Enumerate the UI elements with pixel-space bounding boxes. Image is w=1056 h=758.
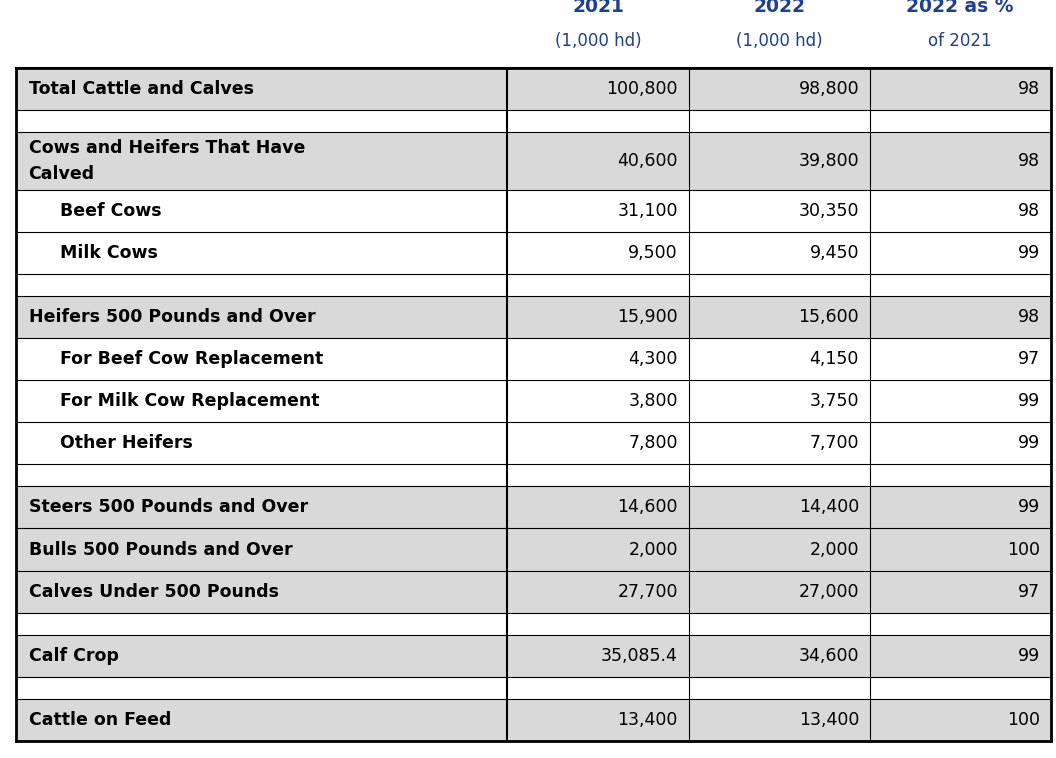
Text: 27,700: 27,700 <box>618 583 678 600</box>
Text: Steers 500 Pounds and Over: Steers 500 Pounds and Over <box>29 499 307 516</box>
Text: 34,600: 34,600 <box>798 647 860 665</box>
Text: 99: 99 <box>1018 244 1040 262</box>
Bar <box>16 634 1051 677</box>
Text: 2021: 2021 <box>572 0 624 16</box>
Text: 35,085.4: 35,085.4 <box>601 647 678 665</box>
Text: 7,700: 7,700 <box>810 434 860 453</box>
Text: 98,800: 98,800 <box>798 80 860 98</box>
Text: 100: 100 <box>1007 711 1040 729</box>
Text: Milk Cows: Milk Cows <box>60 244 158 262</box>
Text: 98: 98 <box>1018 308 1040 326</box>
Text: 9,500: 9,500 <box>628 244 678 262</box>
Bar <box>16 274 1051 296</box>
Text: Cows and Heifers That Have: Cows and Heifers That Have <box>29 139 305 157</box>
Text: 13,400: 13,400 <box>618 711 678 729</box>
Text: 9,450: 9,450 <box>810 244 860 262</box>
Text: Total Cattle and Calves: Total Cattle and Calves <box>29 80 253 98</box>
Text: 39,800: 39,800 <box>798 152 860 170</box>
Bar <box>16 296 1051 338</box>
Text: 99: 99 <box>1018 647 1040 665</box>
Bar <box>16 232 1051 274</box>
Text: 4,150: 4,150 <box>810 350 860 368</box>
Text: Calf Crop: Calf Crop <box>29 647 118 665</box>
Bar <box>16 612 1051 634</box>
Text: 4,300: 4,300 <box>628 350 678 368</box>
Text: Bulls 500 Pounds and Over: Bulls 500 Pounds and Over <box>29 540 293 559</box>
Bar <box>16 190 1051 232</box>
Text: 27,000: 27,000 <box>798 583 860 600</box>
Text: Beef Cows: Beef Cows <box>60 202 162 220</box>
Bar <box>16 677 1051 699</box>
Text: Calved: Calved <box>29 165 95 183</box>
Text: For Beef Cow Replacement: For Beef Cow Replacement <box>60 350 323 368</box>
Text: 3,800: 3,800 <box>628 392 678 410</box>
Bar <box>16 487 1051 528</box>
Text: 14,600: 14,600 <box>618 499 678 516</box>
Text: of 2021: of 2021 <box>928 32 992 50</box>
Bar <box>16 699 1051 741</box>
Text: 100: 100 <box>1007 540 1040 559</box>
Text: Heifers 500 Pounds and Over: Heifers 500 Pounds and Over <box>29 308 315 326</box>
Text: 15,600: 15,600 <box>798 308 860 326</box>
Text: 15,900: 15,900 <box>618 308 678 326</box>
Bar <box>16 422 1051 465</box>
Bar <box>16 465 1051 487</box>
Bar <box>16 110 1051 132</box>
Text: Cattle on Feed: Cattle on Feed <box>29 711 171 729</box>
Text: 2022: 2022 <box>753 0 805 16</box>
Bar <box>16 132 1051 190</box>
Text: (1,000 hd): (1,000 hd) <box>736 32 823 50</box>
Text: For Milk Cow Replacement: For Milk Cow Replacement <box>60 392 320 410</box>
Bar <box>16 571 1051 612</box>
Text: 99: 99 <box>1018 434 1040 453</box>
Text: 99: 99 <box>1018 499 1040 516</box>
Text: 40,600: 40,600 <box>618 152 678 170</box>
Text: 98: 98 <box>1018 152 1040 170</box>
Text: (1,000 hd): (1,000 hd) <box>554 32 641 50</box>
Text: Other Heifers: Other Heifers <box>60 434 193 453</box>
Text: 99: 99 <box>1018 392 1040 410</box>
Text: 98: 98 <box>1018 202 1040 220</box>
Text: 98: 98 <box>1018 80 1040 98</box>
Text: Calves Under 500 Pounds: Calves Under 500 Pounds <box>29 583 279 600</box>
Text: 97: 97 <box>1018 583 1040 600</box>
Text: 13,400: 13,400 <box>798 711 860 729</box>
Bar <box>16 381 1051 422</box>
Text: 31,100: 31,100 <box>618 202 678 220</box>
Text: 2,000: 2,000 <box>810 540 860 559</box>
Text: 14,400: 14,400 <box>798 499 860 516</box>
Text: 30,350: 30,350 <box>798 202 860 220</box>
Text: 3,750: 3,750 <box>810 392 860 410</box>
Bar <box>16 338 1051 381</box>
Text: 2,000: 2,000 <box>628 540 678 559</box>
Bar <box>16 528 1051 571</box>
Text: 100,800: 100,800 <box>606 80 678 98</box>
Bar <box>16 68 1051 110</box>
Text: 97: 97 <box>1018 350 1040 368</box>
Text: 7,800: 7,800 <box>628 434 678 453</box>
Text: 2022 as %: 2022 as % <box>906 0 1014 16</box>
